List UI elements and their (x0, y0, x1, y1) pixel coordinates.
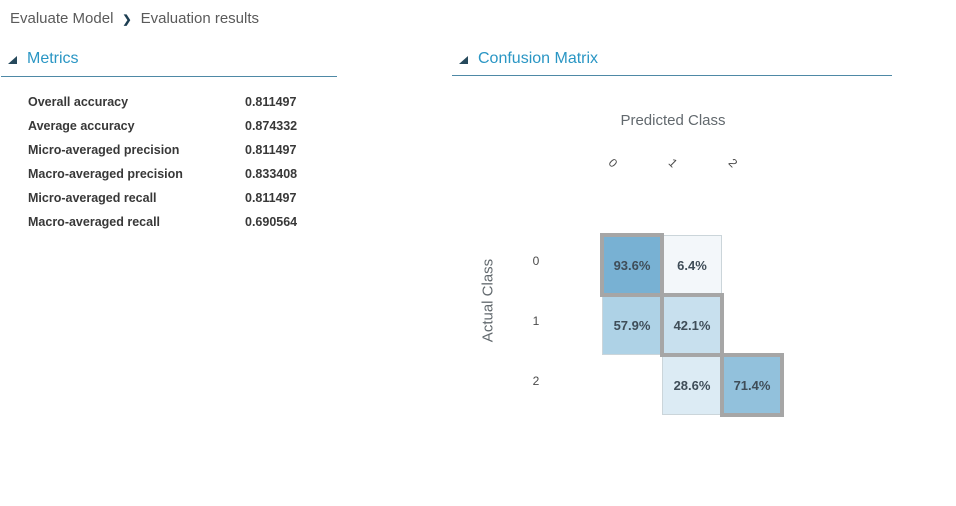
matrix-cell-value: 28.6% (673, 377, 711, 393)
col-tick-label-1: 1 (665, 155, 681, 171)
actual-class-axis-title: Actual Class (479, 258, 497, 343)
metric-value: 0.811497 (245, 143, 297, 157)
row-tick-label-2: 2 (532, 374, 540, 388)
matrix-cell-value: 57.9% (613, 317, 651, 333)
matrix-cell-r2c1: 28.6% (662, 355, 722, 415)
metric-row: Micro-averaged recall 0.811497 (28, 186, 348, 210)
metrics-section-header[interactable]: Metrics (8, 50, 79, 68)
matrix-cell-r2c2: 71.4% (720, 353, 784, 417)
metric-value: 0.874332 (245, 119, 298, 133)
metric-label: Micro-averaged recall (28, 191, 157, 205)
metric-row: Macro-averaged recall 0.690564 (28, 210, 348, 234)
matrix-cell-r0c1: 6.4% (662, 235, 722, 295)
metric-value: 0.811497 (245, 191, 297, 205)
metric-label: Average accuracy (28, 119, 135, 133)
predicted-class-axis-title: Predicted Class (620, 112, 726, 129)
matrix-cell-r1c0: 57.9% (602, 295, 662, 355)
matrix-cell-value: 6.4% (677, 257, 707, 273)
confusion-matrix-section-title: Confusion Matrix (478, 50, 599, 67)
matrix-cell-r0c0: 93.6% (600, 233, 664, 297)
matrix-cell-value: 71.4% (733, 377, 771, 393)
metric-value: 0.811497 (245, 95, 297, 109)
row-tick-label-1: 1 (532, 314, 540, 328)
confusion-matrix-section-header[interactable]: Confusion Matrix (459, 50, 598, 68)
collapse-triangle-icon (8, 56, 17, 64)
breadcrumb-evaluation-results: Evaluation results (140, 10, 260, 27)
metric-label: Overall accuracy (28, 95, 129, 109)
metric-label: Macro-averaged recall (28, 215, 161, 229)
metric-label: Micro-averaged precision (28, 143, 180, 157)
metric-label: Macro-averaged precision (28, 167, 183, 181)
breadcrumb: Evaluate Model ❯ Evaluation results (10, 10, 259, 27)
metrics-section-title: Metrics (27, 50, 79, 67)
metrics-underline (1, 76, 337, 77)
col-tick-label-0: 0 (605, 155, 621, 171)
collapse-triangle-icon (459, 56, 468, 64)
matrix-cell-value: 42.1% (673, 317, 711, 333)
metrics-table: Overall accuracy 0.811497 Average accura… (28, 90, 348, 234)
col-tick-label-2: 2 (725, 155, 741, 171)
confusion-matrix-underline (452, 75, 892, 76)
metric-value: 0.690564 (245, 215, 298, 229)
row-tick-label-0: 0 (532, 254, 540, 268)
metric-row: Macro-averaged precision 0.833408 (28, 162, 348, 186)
matrix-cell-value: 93.6% (613, 257, 651, 273)
breadcrumb-evaluate-model[interactable]: Evaluate Model (10, 10, 114, 27)
metric-row: Overall accuracy 0.811497 (28, 90, 348, 114)
metric-value: 0.833408 (245, 167, 298, 181)
metric-row: Micro-averaged precision 0.811497 (28, 138, 348, 162)
breadcrumb-chevron-icon: ❯ (122, 13, 132, 26)
metric-row: Average accuracy 0.874332 (28, 114, 348, 138)
matrix-cell-r1c1: 42.1% (660, 293, 724, 357)
